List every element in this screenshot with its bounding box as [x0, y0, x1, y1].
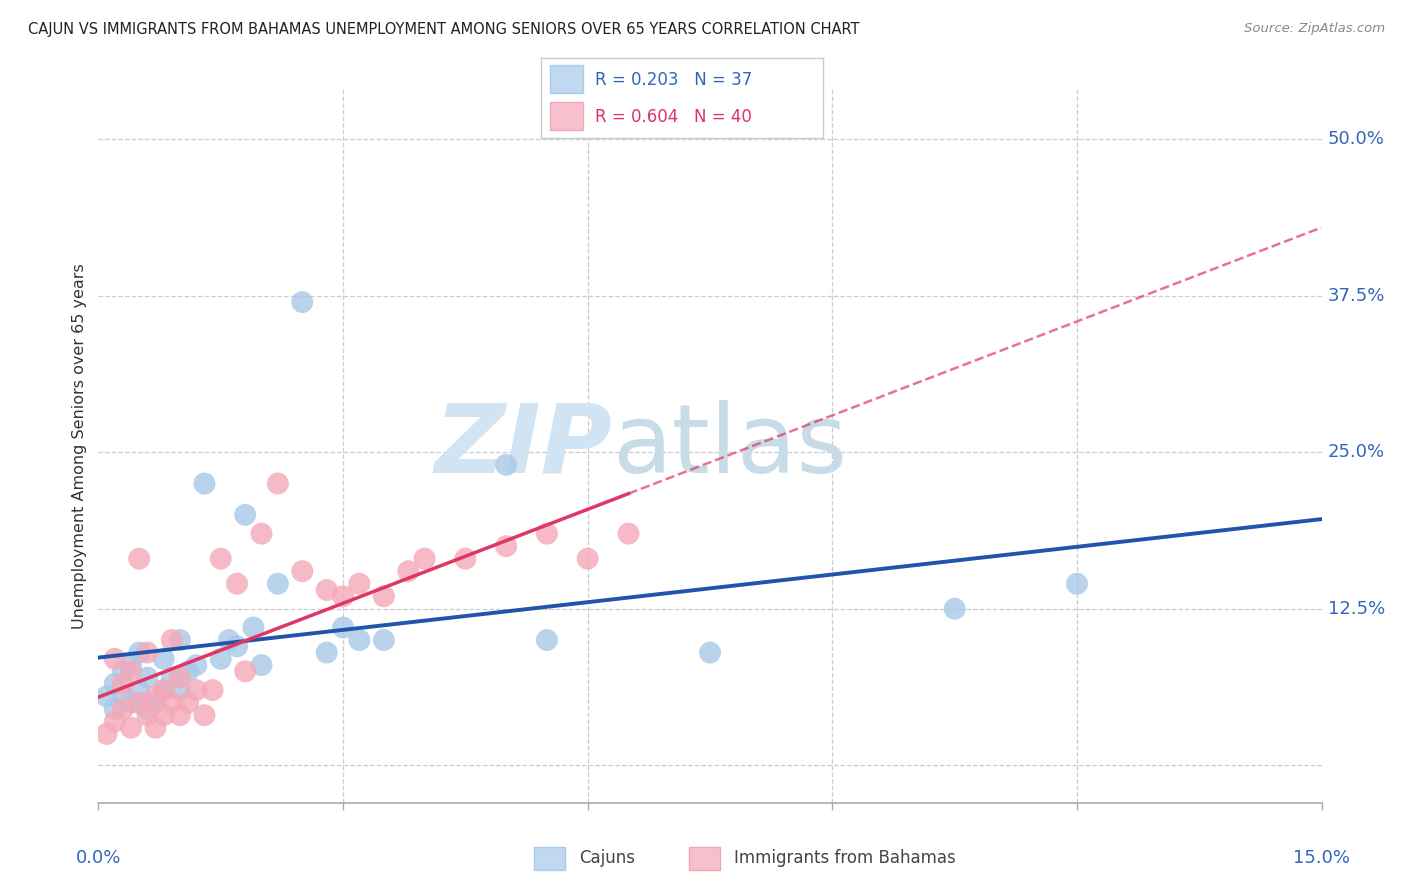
Point [111, 665, 134, 679]
Point [943, 601, 966, 615]
Point [267, 476, 290, 491]
Point [699, 646, 721, 660]
Point [193, 476, 215, 491]
Point [120, 658, 142, 673]
Text: R = 0.203   N = 37: R = 0.203 N = 37 [595, 70, 752, 88]
Point [250, 658, 273, 673]
Point [242, 621, 264, 635]
Point [186, 683, 208, 698]
Point [315, 582, 337, 597]
Y-axis label: Unemployment Among Seniors over 65 years: Unemployment Among Seniors over 65 years [72, 263, 87, 629]
Point [152, 683, 174, 698]
Point [315, 646, 337, 660]
Point [250, 526, 273, 541]
Point [209, 551, 232, 566]
Point [267, 576, 290, 591]
Point [186, 658, 208, 673]
Point [617, 526, 640, 541]
Text: 37.5%: 37.5% [1327, 286, 1385, 305]
Point [96, 690, 118, 704]
Point [291, 564, 314, 578]
Text: R = 0.604   N = 40: R = 0.604 N = 40 [595, 108, 752, 126]
Point [120, 696, 142, 710]
Point [111, 702, 134, 716]
Point [169, 708, 191, 723]
Point [177, 665, 200, 679]
Text: 12.5%: 12.5% [1327, 599, 1385, 618]
Point [120, 721, 142, 735]
Point [332, 589, 354, 603]
Point [536, 526, 558, 541]
Point [226, 576, 249, 591]
Point [104, 677, 127, 691]
Point [160, 671, 183, 685]
Point [576, 551, 599, 566]
Point [104, 652, 127, 666]
Text: Immigrants from Bahamas: Immigrants from Bahamas [734, 849, 956, 867]
Text: ZIP: ZIP [434, 400, 612, 492]
Point [226, 640, 249, 654]
Point [160, 696, 183, 710]
Point [104, 702, 127, 716]
Point [193, 708, 215, 723]
Point [136, 646, 159, 660]
Point [1066, 576, 1088, 591]
Point [349, 633, 371, 648]
Point [373, 589, 395, 603]
Point [536, 633, 558, 648]
Text: 50.0%: 50.0% [1327, 130, 1385, 148]
Point [177, 696, 200, 710]
Point [169, 683, 191, 698]
Point [495, 458, 517, 472]
Point [349, 576, 371, 591]
Point [136, 671, 159, 685]
Point [169, 671, 191, 685]
Point [413, 551, 436, 566]
Point [152, 683, 174, 698]
Point [160, 633, 183, 648]
Point [396, 564, 419, 578]
Point [145, 721, 167, 735]
Point [152, 652, 174, 666]
Point [128, 696, 150, 710]
Point [136, 708, 159, 723]
Point [145, 690, 167, 704]
Text: CAJUN VS IMMIGRANTS FROM BAHAMAS UNEMPLOYMENT AMONG SENIORS OVER 65 YEARS CORREL: CAJUN VS IMMIGRANTS FROM BAHAMAS UNEMPLO… [28, 22, 859, 37]
Point [218, 633, 240, 648]
Point [96, 727, 118, 741]
Point [233, 665, 256, 679]
Point [291, 295, 314, 310]
Text: 15.0%: 15.0% [1294, 849, 1350, 867]
Bar [550, 103, 583, 130]
Point [111, 690, 134, 704]
Point [128, 646, 150, 660]
Point [128, 551, 150, 566]
Text: atlas: atlas [612, 400, 848, 492]
Point [104, 714, 127, 729]
Point [454, 551, 477, 566]
Point [128, 683, 150, 698]
Text: 25.0%: 25.0% [1327, 443, 1385, 461]
Point [169, 633, 191, 648]
Text: Cajuns: Cajuns [579, 849, 636, 867]
Point [373, 633, 395, 648]
Text: 0.0%: 0.0% [76, 849, 121, 867]
Bar [550, 65, 583, 94]
Point [120, 665, 142, 679]
Point [332, 621, 354, 635]
Point [495, 539, 517, 553]
Point [233, 508, 256, 522]
Point [145, 696, 167, 710]
Text: Source: ZipAtlas.com: Source: ZipAtlas.com [1244, 22, 1385, 36]
Point [152, 708, 174, 723]
Point [201, 683, 224, 698]
Point [111, 677, 134, 691]
Point [136, 702, 159, 716]
Point [209, 652, 232, 666]
